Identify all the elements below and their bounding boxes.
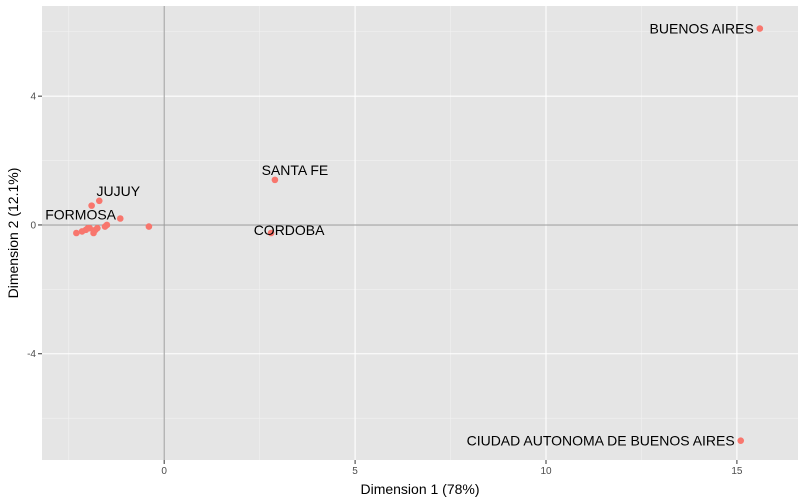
- point-label: FORMOSA: [45, 207, 116, 223]
- data-point: [73, 229, 80, 237]
- point-labels: BUENOS AIRES CIUDAD AUTONOMA DE BUENOS AI…: [45, 21, 754, 449]
- data-point: [145, 223, 153, 230]
- data-point: [737, 437, 745, 444]
- data-point: [267, 229, 275, 237]
- y-tick-label: -4: [27, 349, 36, 360]
- data-point: [94, 224, 101, 232]
- y-tick-label: 0: [30, 220, 36, 231]
- data-point: [84, 224, 92, 232]
- data-point: [101, 223, 109, 230]
- reference-lines: [42, 6, 798, 460]
- data-point: [271, 176, 279, 184]
- data-point: [756, 25, 764, 32]
- axis-ticks: 0 5 10 15 -4 0 4: [27, 92, 743, 477]
- y-tick-label: 4: [30, 92, 36, 103]
- x-tick-label: 15: [731, 466, 743, 477]
- x-tick-label: 0: [161, 466, 167, 477]
- point-label: BUENOS AIRES: [650, 21, 754, 37]
- point-label: SANTA FE: [262, 162, 329, 178]
- data-point: [116, 215, 124, 222]
- grid-minor: [42, 6, 798, 460]
- x-axis-title: Dimension 1 (78%): [360, 481, 479, 497]
- plot-panel: [42, 6, 798, 460]
- data-point: [95, 197, 103, 205]
- x-tick-label: 10: [540, 466, 552, 477]
- point-label: CORDOBA: [254, 222, 325, 238]
- point-label: JUJUY: [96, 183, 140, 199]
- y-axis-title: Dimension 2 (12.1%): [5, 168, 21, 299]
- data-point: [88, 202, 95, 209]
- x-tick-label: 5: [352, 466, 358, 477]
- point-label: CIUDAD AUTONOMA DE BUENOS AIRES: [467, 433, 735, 449]
- data-points: [73, 25, 764, 444]
